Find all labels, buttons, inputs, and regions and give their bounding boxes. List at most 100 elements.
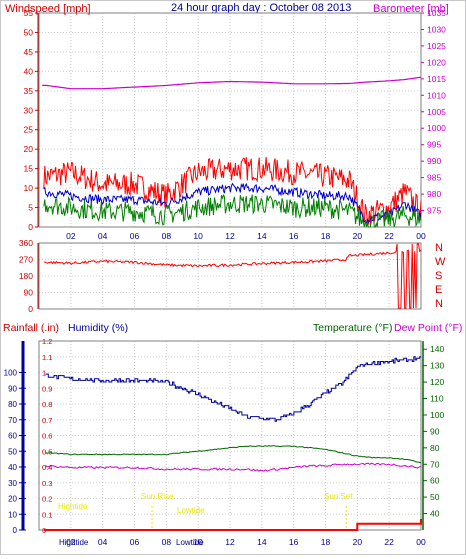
baro-y-tick-label: 980 (427, 189, 441, 199)
dewpoint-axis-title: Dew Point (°F) (394, 322, 462, 334)
lowtide-label: Lowtide (177, 506, 205, 515)
humidity-axis-title: Humidity (%) (68, 322, 128, 334)
direction-y-tick-label: 90 (24, 288, 34, 298)
rain-y-tick-label: 0.9 (42, 384, 52, 393)
wind-y-tick-label: 10 (24, 183, 34, 193)
wind-y-tick-label: 25 (24, 125, 34, 135)
wind-y-tick-label: 30 (24, 105, 34, 115)
wind-y-tick-label: 50 (24, 27, 34, 37)
humidity-y-tick-label: 100 (4, 369, 18, 378)
rain-y-tick-label: 0.8 (42, 400, 52, 409)
baro-y-tick-label: 1030 (427, 24, 446, 34)
direction-label-n-top: N (435, 242, 443, 254)
time-tick-label: 00 (416, 231, 426, 241)
rain-y-tick-label: 0.5 (42, 447, 52, 456)
rain-y-tick-label: 0.7 (42, 416, 52, 425)
humidity-y-tick-label: 70 (8, 416, 17, 425)
baro-y-tick-label: 975 (427, 206, 441, 216)
temperature-y-tick-label: 90 (430, 426, 440, 436)
bottom-time-tick-label: 08 (162, 537, 172, 547)
rain-y-tick-label: 0.2 (42, 495, 52, 504)
sunrise-label: Sun Rise (141, 492, 174, 501)
baro-y-tick-label: 1015 (427, 74, 446, 84)
time-tick-label: 20 (353, 231, 363, 241)
direction-y-tick-label: 360 (19, 238, 33, 248)
bottom-lowtide-label: Lowtide (176, 538, 204, 547)
barometer-line (42, 76, 422, 90)
wind-y-tick-label: 45 (24, 47, 34, 57)
time-tick-label: 02 (66, 231, 76, 241)
wind-plot-frame (38, 12, 422, 228)
rain-y-tick-label: 1 (42, 369, 46, 378)
humidity-y-tick-label: 60 (8, 432, 17, 441)
wind-y-tick-label: 15 (24, 164, 34, 174)
chart-title: 24 hour graph day : October 08 2013 (171, 2, 351, 14)
bottom-time-tick-label: 12 (225, 537, 235, 547)
bottom-hightide-label: Hightide (59, 538, 89, 547)
time-tick-label: 06 (130, 231, 140, 241)
wind-average-line (43, 182, 422, 224)
baro-y-tick-label: 990 (427, 156, 441, 166)
bottom-time-tick-label: 22 (384, 537, 394, 547)
humidity-y-tick-label: 10 (8, 510, 17, 519)
direction-label-n-bottom: N (435, 298, 443, 310)
humidity-y-tick-label: 20 (8, 495, 17, 504)
direction-label-s: S (435, 270, 442, 282)
baro-y-tick-label: 1010 (427, 90, 446, 100)
baro-y-tick-label: 1005 (427, 107, 446, 117)
rain-y-tick-label: 0.1 (42, 510, 52, 519)
bottom-time-tick-label: 06 (130, 537, 140, 547)
baro-y-tick-label: 995 (427, 140, 441, 150)
bottom-time-tick-label: 10 (193, 537, 203, 547)
temperature-y-tick-label: 70 (430, 459, 440, 469)
rain-y-tick-label: 0.4 (42, 463, 52, 472)
rain-y-tick-label: 0.6 (42, 432, 52, 441)
wind-y-tick-label: 0 (28, 222, 33, 232)
humidity-y-tick-label: 90 (8, 384, 17, 393)
barometer-axis-title: Barometer [mb] (373, 3, 449, 15)
temperature-y-tick-label: 130 (430, 361, 444, 371)
dewpoint-line (45, 462, 422, 472)
direction-plot-frame (38, 242, 422, 310)
bottom-time-tick-label: 02 (66, 537, 76, 547)
baro-y-tick-label: 1035 (427, 8, 446, 18)
direction-y-tick-label: 180 (19, 271, 33, 281)
humidity-y-tick-label: 40 (8, 463, 17, 472)
temperature-y-tick-label: 100 (430, 410, 444, 420)
temperature-y-tick-label: 140 (430, 344, 444, 354)
time-tick-label: 10 (193, 231, 203, 241)
time-tick-label: 14 (257, 231, 267, 241)
direction-y-tick-label: 270 (19, 255, 33, 265)
direction-label-w: W (435, 256, 446, 268)
temperature-y-tick-label: 50 (430, 492, 440, 502)
rainfall-line (43, 519, 422, 531)
wind-y-tick-label: 40 (24, 66, 34, 76)
bottom-time-tick-label: 04 (98, 537, 108, 547)
wind-speed-line (43, 156, 422, 226)
time-tick-label: 04 (98, 231, 108, 241)
rainfall-axis-title: Rainfall (.in) (3, 322, 59, 334)
rain-y-tick-label: 0.3 (42, 479, 52, 488)
humidity-y-tick-label: 80 (8, 400, 17, 409)
direction-y-tick-label: 0 (28, 304, 33, 314)
temperature-y-tick-label: 80 (430, 443, 440, 453)
time-tick-label: 16 (289, 231, 299, 241)
wind-y-tick-label: 55 (24, 8, 34, 18)
baro-y-tick-label: 1020 (427, 57, 446, 67)
temperature-axis-title: Temperature (°F) (313, 322, 392, 334)
temperature-y-tick-label: 40 (430, 509, 440, 519)
humidity-y-tick-label: 30 (8, 479, 17, 488)
humidity-y-tick-label: 50 (8, 447, 17, 456)
time-tick-label: 18 (321, 231, 331, 241)
baro-y-tick-label: 985 (427, 173, 441, 183)
wind-min-line (43, 194, 422, 228)
humidity-line (45, 356, 421, 422)
time-tick-label: 22 (384, 231, 394, 241)
sunset-label: Sun Set (324, 492, 353, 501)
temperature-line (45, 445, 422, 464)
baro-y-tick-label: 1025 (427, 41, 446, 51)
humidity-y-tick-label: 0 (13, 526, 18, 535)
rain-y-tick-label: 1.1 (42, 353, 52, 362)
wind-y-tick-label: 35 (24, 86, 34, 96)
